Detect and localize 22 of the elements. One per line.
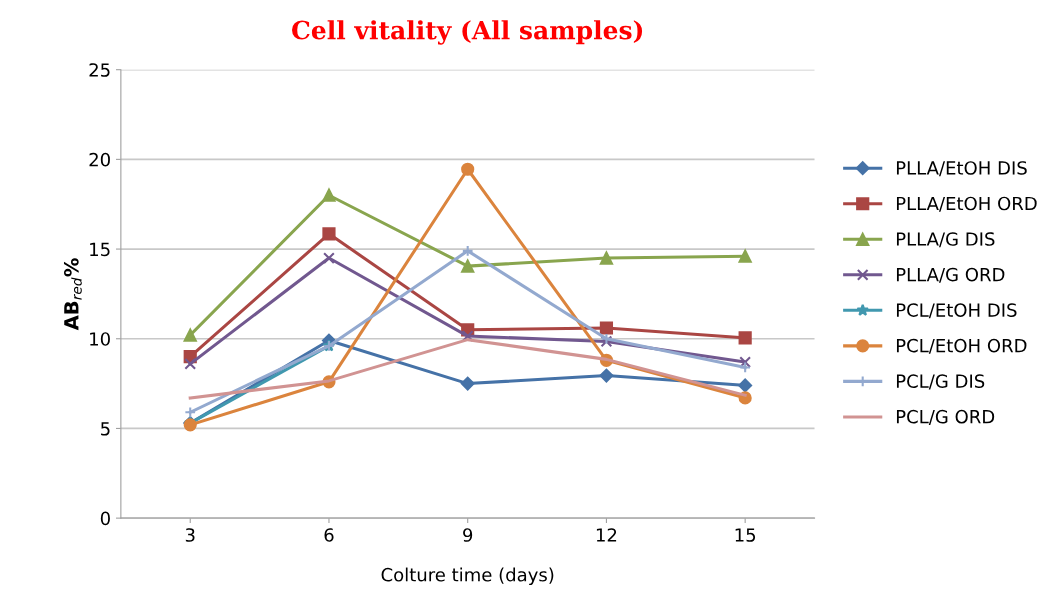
legend-label: PCL/G DIS <box>896 374 985 390</box>
y-tick-label: 10 <box>90 332 110 346</box>
x-tick-label: 6 <box>324 528 334 542</box>
x-tick-label: 12 <box>596 528 617 542</box>
y-tick-label: 20 <box>89 152 110 167</box>
x-tick-label: 3 <box>185 528 195 542</box>
x-tick-label: 9 <box>463 528 473 542</box>
y-axis-title: AB$_{red}$% <box>63 258 82 331</box>
legend-label: PCL/EtOH ORD <box>896 338 1027 354</box>
legend-label: PLLA/G DIS <box>896 232 995 248</box>
y-tick-label: 5 <box>101 422 110 436</box>
legend-label: PLLA/G ORD <box>896 267 1005 283</box>
x-tick-label: 15 <box>735 528 756 542</box>
x-axis-title: Colture time (days) <box>381 567 554 586</box>
y-tick-label: 15 <box>90 242 110 257</box>
y-tick-label: 25 <box>89 63 110 77</box>
chart-title: Cell vitality (All samples) <box>292 20 643 45</box>
legend-label: PCL/EtOH DIS <box>896 303 1017 319</box>
legend-label: PLLA/EtOH ORD <box>896 196 1037 212</box>
y-tick-label: 0 <box>100 511 110 526</box>
legend-label: PLLA/EtOH DIS <box>896 161 1027 177</box>
legend-label: PCL/G ORD <box>896 409 995 425</box>
